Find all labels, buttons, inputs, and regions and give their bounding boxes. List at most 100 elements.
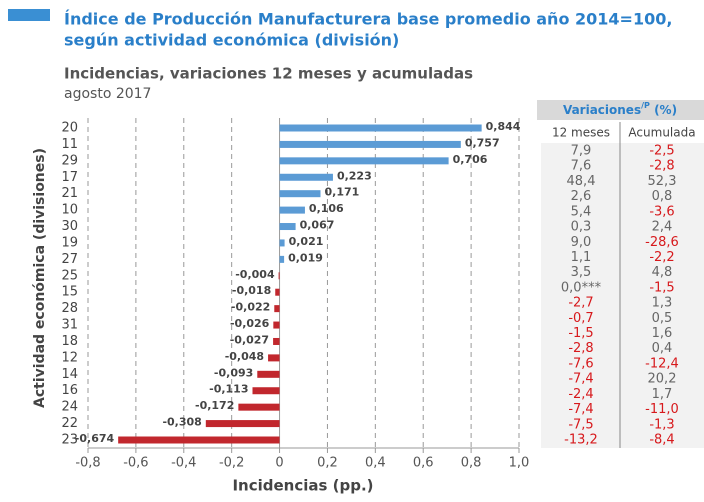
x-tick-label: 0,8 xyxy=(461,456,482,471)
table-cell: 2,4 xyxy=(652,220,673,235)
x-axis-label: Incidencias (pp.) xyxy=(232,477,373,495)
table-cell: 20,2 xyxy=(648,372,677,387)
table-cell: -7,4 xyxy=(568,372,593,387)
y-axis-label: Actividad económica (divisiones) xyxy=(32,148,48,408)
table-cell: 0,0*** xyxy=(561,280,602,295)
value-label: 0,067 xyxy=(300,219,335,232)
table-cell: 1,6 xyxy=(652,326,673,341)
y-tick-label: 10 xyxy=(61,203,78,218)
bar xyxy=(118,436,280,444)
table-column: Acumulada xyxy=(628,126,695,140)
table-cell: 5,4 xyxy=(571,204,592,219)
x-tick-label: 1,0 xyxy=(509,456,530,471)
y-tick-label: 16 xyxy=(61,383,78,398)
table-cell: 52,3 xyxy=(648,174,677,189)
table-cell: 9,0 xyxy=(571,235,592,250)
value-label: -0,027 xyxy=(230,333,269,346)
table-cell: 7,6 xyxy=(571,159,592,174)
bar xyxy=(279,255,285,263)
table-cell: 4,8 xyxy=(652,265,673,280)
table-cell: -2,2 xyxy=(649,250,674,265)
table-cell: 7,9 xyxy=(571,144,592,159)
x-tick-label: 0,2 xyxy=(317,456,338,471)
y-tick-label: 19 xyxy=(61,235,78,250)
x-tick-label: 0,6 xyxy=(413,456,434,471)
table-cell: 0,5 xyxy=(652,311,673,326)
value-label: -0,308 xyxy=(162,416,201,429)
bar xyxy=(238,403,280,411)
bar xyxy=(205,420,280,428)
y-tick-label: 28 xyxy=(61,301,78,316)
table-cell: -7,6 xyxy=(568,356,593,371)
table-cell: -2,4 xyxy=(568,387,593,402)
period: agosto 2017 xyxy=(64,86,151,102)
y-tick-label: 15 xyxy=(61,285,78,300)
y-tick-label: 25 xyxy=(61,268,78,283)
value-label: -0,093 xyxy=(214,366,253,379)
table-cell: -1,5 xyxy=(568,326,593,341)
y-tick-label: 29 xyxy=(61,153,78,168)
table-cell: -28,6 xyxy=(645,235,679,250)
table-cell: -3,6 xyxy=(649,204,674,219)
value-label: -0,004 xyxy=(235,268,275,281)
x-tick-label: -0,6 xyxy=(123,456,148,471)
x-tick-label: 0 xyxy=(275,456,283,471)
table-cell: 2,6 xyxy=(571,189,592,204)
value-label: -0,048 xyxy=(225,350,264,363)
value-label: -0,674 xyxy=(75,432,115,445)
value-label: -0,018 xyxy=(232,284,271,297)
bar xyxy=(273,337,280,345)
y-tick-label: 22 xyxy=(61,416,78,431)
bar xyxy=(278,272,280,280)
table-cell: -7,4 xyxy=(568,402,593,417)
x-tick-label: -0,8 xyxy=(75,456,100,471)
bar xyxy=(268,354,280,362)
table-header-bg xyxy=(537,100,704,120)
bar xyxy=(279,124,482,132)
table-cell: -7,5 xyxy=(568,417,593,432)
table-cell: -2,8 xyxy=(649,159,674,174)
table-cell: -13,2 xyxy=(564,433,598,448)
y-tick-label: 20 xyxy=(61,121,78,136)
table-cell: 1,7 xyxy=(652,387,673,402)
table-cell: -2,8 xyxy=(568,341,593,356)
y-tick-label: 23 xyxy=(61,433,78,448)
bar xyxy=(279,157,449,165)
y-tick-label: 18 xyxy=(61,334,78,349)
table-cell: 1,1 xyxy=(571,250,592,265)
bar xyxy=(273,321,280,329)
value-label: 0,171 xyxy=(325,186,360,199)
bar xyxy=(279,140,461,148)
table-cell: 48,4 xyxy=(567,174,596,189)
subtitle: Incidencias, variaciones 12 meses y acum… xyxy=(64,65,473,83)
table-cell: -12,4 xyxy=(645,356,679,371)
value-label: -0,022 xyxy=(231,301,270,314)
table-cell: -0,7 xyxy=(568,311,593,326)
bar xyxy=(279,173,333,181)
x-tick-label: -0,4 xyxy=(171,456,196,471)
bar xyxy=(279,239,285,247)
table-cell: -11,0 xyxy=(645,402,679,417)
bar xyxy=(274,305,280,313)
value-label: -0,113 xyxy=(209,383,248,396)
chart-title: según actividad económica (división) xyxy=(64,31,399,50)
y-tick-label: 11 xyxy=(61,137,78,152)
value-label: 0,019 xyxy=(288,251,323,264)
y-tick-label: 12 xyxy=(61,350,78,365)
title-marker xyxy=(8,9,50,21)
value-label: 0,106 xyxy=(309,202,344,215)
table-cell: -1,5 xyxy=(649,280,674,295)
value-label: -0,026 xyxy=(230,317,270,330)
y-tick-label: 17 xyxy=(61,170,78,185)
bar xyxy=(279,206,305,214)
bar xyxy=(279,190,321,198)
value-label: 0,844 xyxy=(486,120,521,133)
table-cell: -8,4 xyxy=(649,433,674,448)
table-cell: -2,7 xyxy=(568,296,593,311)
table-cell: 1,3 xyxy=(652,296,673,311)
table-cell: 0,8 xyxy=(652,189,673,204)
table-header: Variaciones/P (%) xyxy=(563,101,677,117)
x-tick-label: -0,2 xyxy=(219,456,244,471)
bar xyxy=(257,370,280,378)
